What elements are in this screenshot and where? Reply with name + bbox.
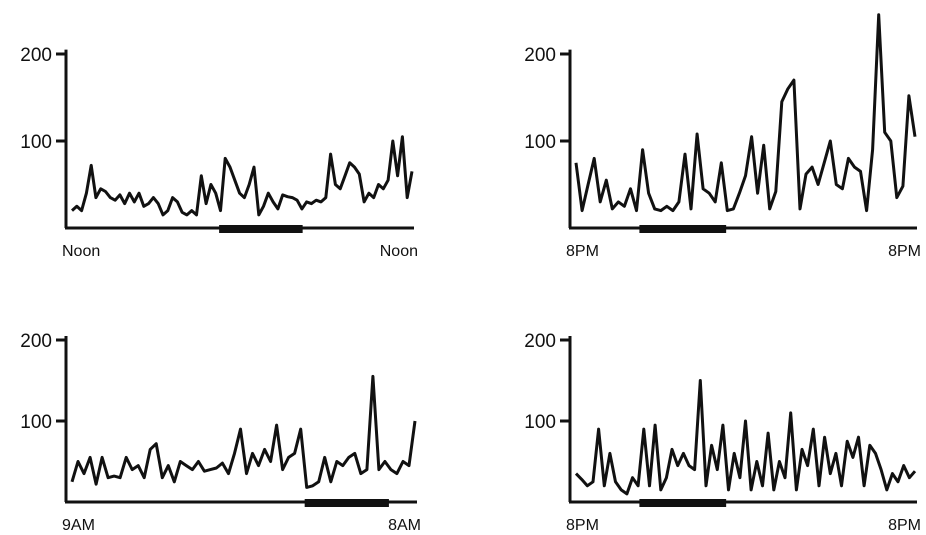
x-start-label: 9AM	[62, 517, 95, 534]
x-start-label: 8PM	[566, 243, 599, 260]
shaded-band	[219, 225, 303, 233]
y-tick-label: 200	[524, 45, 556, 66]
x-start-label: 8PM	[566, 517, 599, 534]
y-tick-label: 100	[524, 412, 556, 433]
chart-panel-1: 200 100 Noon Noon	[20, 45, 418, 260]
shaded-band	[304, 499, 389, 507]
series-line	[70, 135, 414, 217]
chart-panel-4: 200 100 8PM 8PM	[524, 331, 921, 534]
x-end-label: Noon	[380, 243, 418, 260]
y-tick-label: 200	[20, 45, 52, 66]
series-line	[70, 374, 417, 489]
y-tick-label: 200	[20, 331, 52, 352]
series-line	[574, 13, 917, 213]
y-tick-label: 100	[20, 132, 52, 153]
x-end-label: 8PM	[888, 517, 921, 534]
x-start-label: Noon	[62, 243, 100, 260]
shaded-band	[639, 225, 727, 233]
x-end-label: 8AM	[388, 517, 421, 534]
y-tick-label: 200	[524, 331, 556, 352]
shaded-band	[639, 499, 727, 507]
series-line	[574, 379, 917, 496]
x-end-label: 8PM	[888, 243, 921, 260]
chart-panel-3: 200 100 9AM 8AM	[20, 331, 421, 534]
y-tick-label: 100	[20, 412, 52, 433]
y-tick-label: 100	[524, 132, 556, 153]
chart-panel-2: 200 100 8PM 8PM	[524, 13, 921, 260]
